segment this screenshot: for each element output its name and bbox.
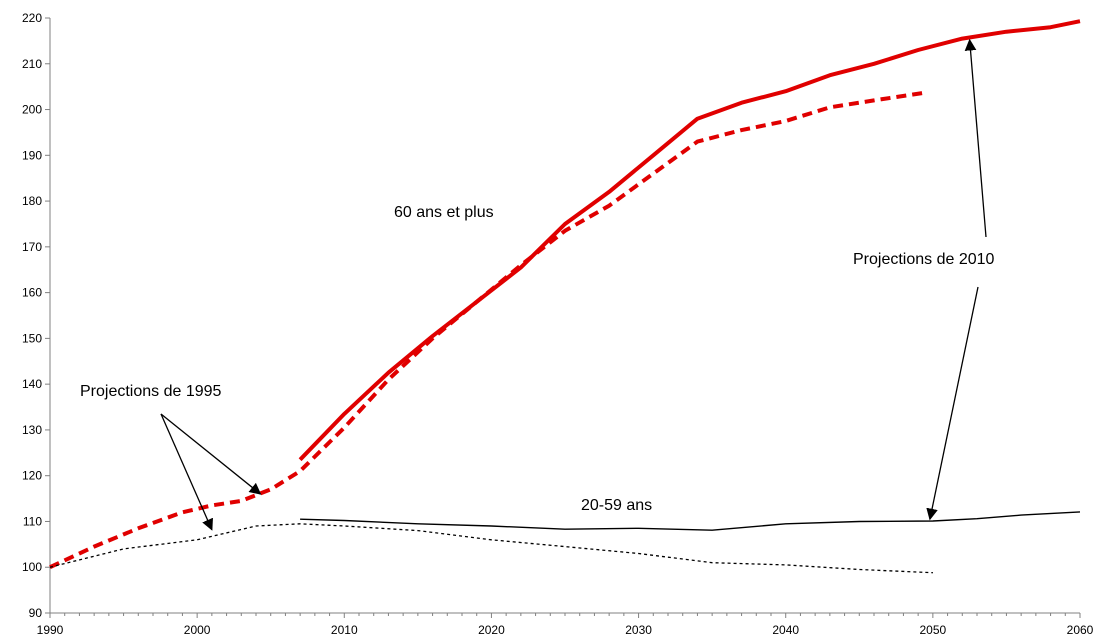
x-tick-label: 2060 [1067, 623, 1094, 637]
y-tick-label: 100 [22, 560, 42, 574]
label-projections-1995: Projections de 1995 [80, 383, 222, 400]
y-tick-label: 150 [22, 331, 42, 345]
y-tick-label: 140 [22, 377, 42, 391]
y-tick-label: 90 [29, 606, 43, 620]
series-line-20-59-ans-2010 [300, 511, 1081, 531]
y-tick-label: 210 [22, 57, 42, 71]
series-line-20-59-ans-1995 [49, 523, 933, 574]
y-tick-label: 120 [22, 469, 42, 483]
series-line-60-ans-et-plus-2010 [298, 19, 1081, 462]
label-projections-2010: Projections de 2010 [853, 251, 995, 268]
y-tick-label: 220 [22, 11, 42, 25]
x-tick-label: 2020 [478, 623, 505, 637]
arrow-layer [160, 38, 987, 531]
annotation-layer: 60 ans et plus 20-59 ans Projections de … [80, 204, 995, 514]
x-tick-label: 2000 [184, 623, 211, 637]
annotation-arrow [160, 413, 262, 495]
y-tick-label: 160 [22, 286, 42, 300]
y-tick-label: 110 [23, 514, 42, 528]
annotation-arrow [926, 286, 979, 521]
annotation-arrow [964, 38, 987, 238]
x-tick-label: 1990 [37, 623, 64, 637]
x-tick-label: 2030 [625, 623, 652, 637]
y-tick-label: 170 [22, 240, 42, 254]
annotation-arrow [160, 413, 213, 531]
label-20-59-ans: 20-59 ans [581, 497, 652, 514]
axes: 90 100 110 120 130 140 150 160 170 180 190 200 210 22… [22, 11, 1094, 637]
series-layer [49, 19, 1081, 574]
y-tick-label: 130 [22, 423, 42, 437]
x-tick-label: 2040 [772, 623, 799, 637]
x-tick-label: 2010 [331, 623, 358, 637]
label-60-ans-et-plus: 60 ans et plus [394, 204, 494, 221]
series-line-60-ans-et-plus-1995 [49, 90, 926, 570]
x-tick-label: 2050 [920, 623, 947, 637]
y-tick-label: 200 [22, 103, 42, 117]
y-tick-label: 180 [22, 194, 42, 208]
y-tick-label: 190 [22, 148, 42, 162]
